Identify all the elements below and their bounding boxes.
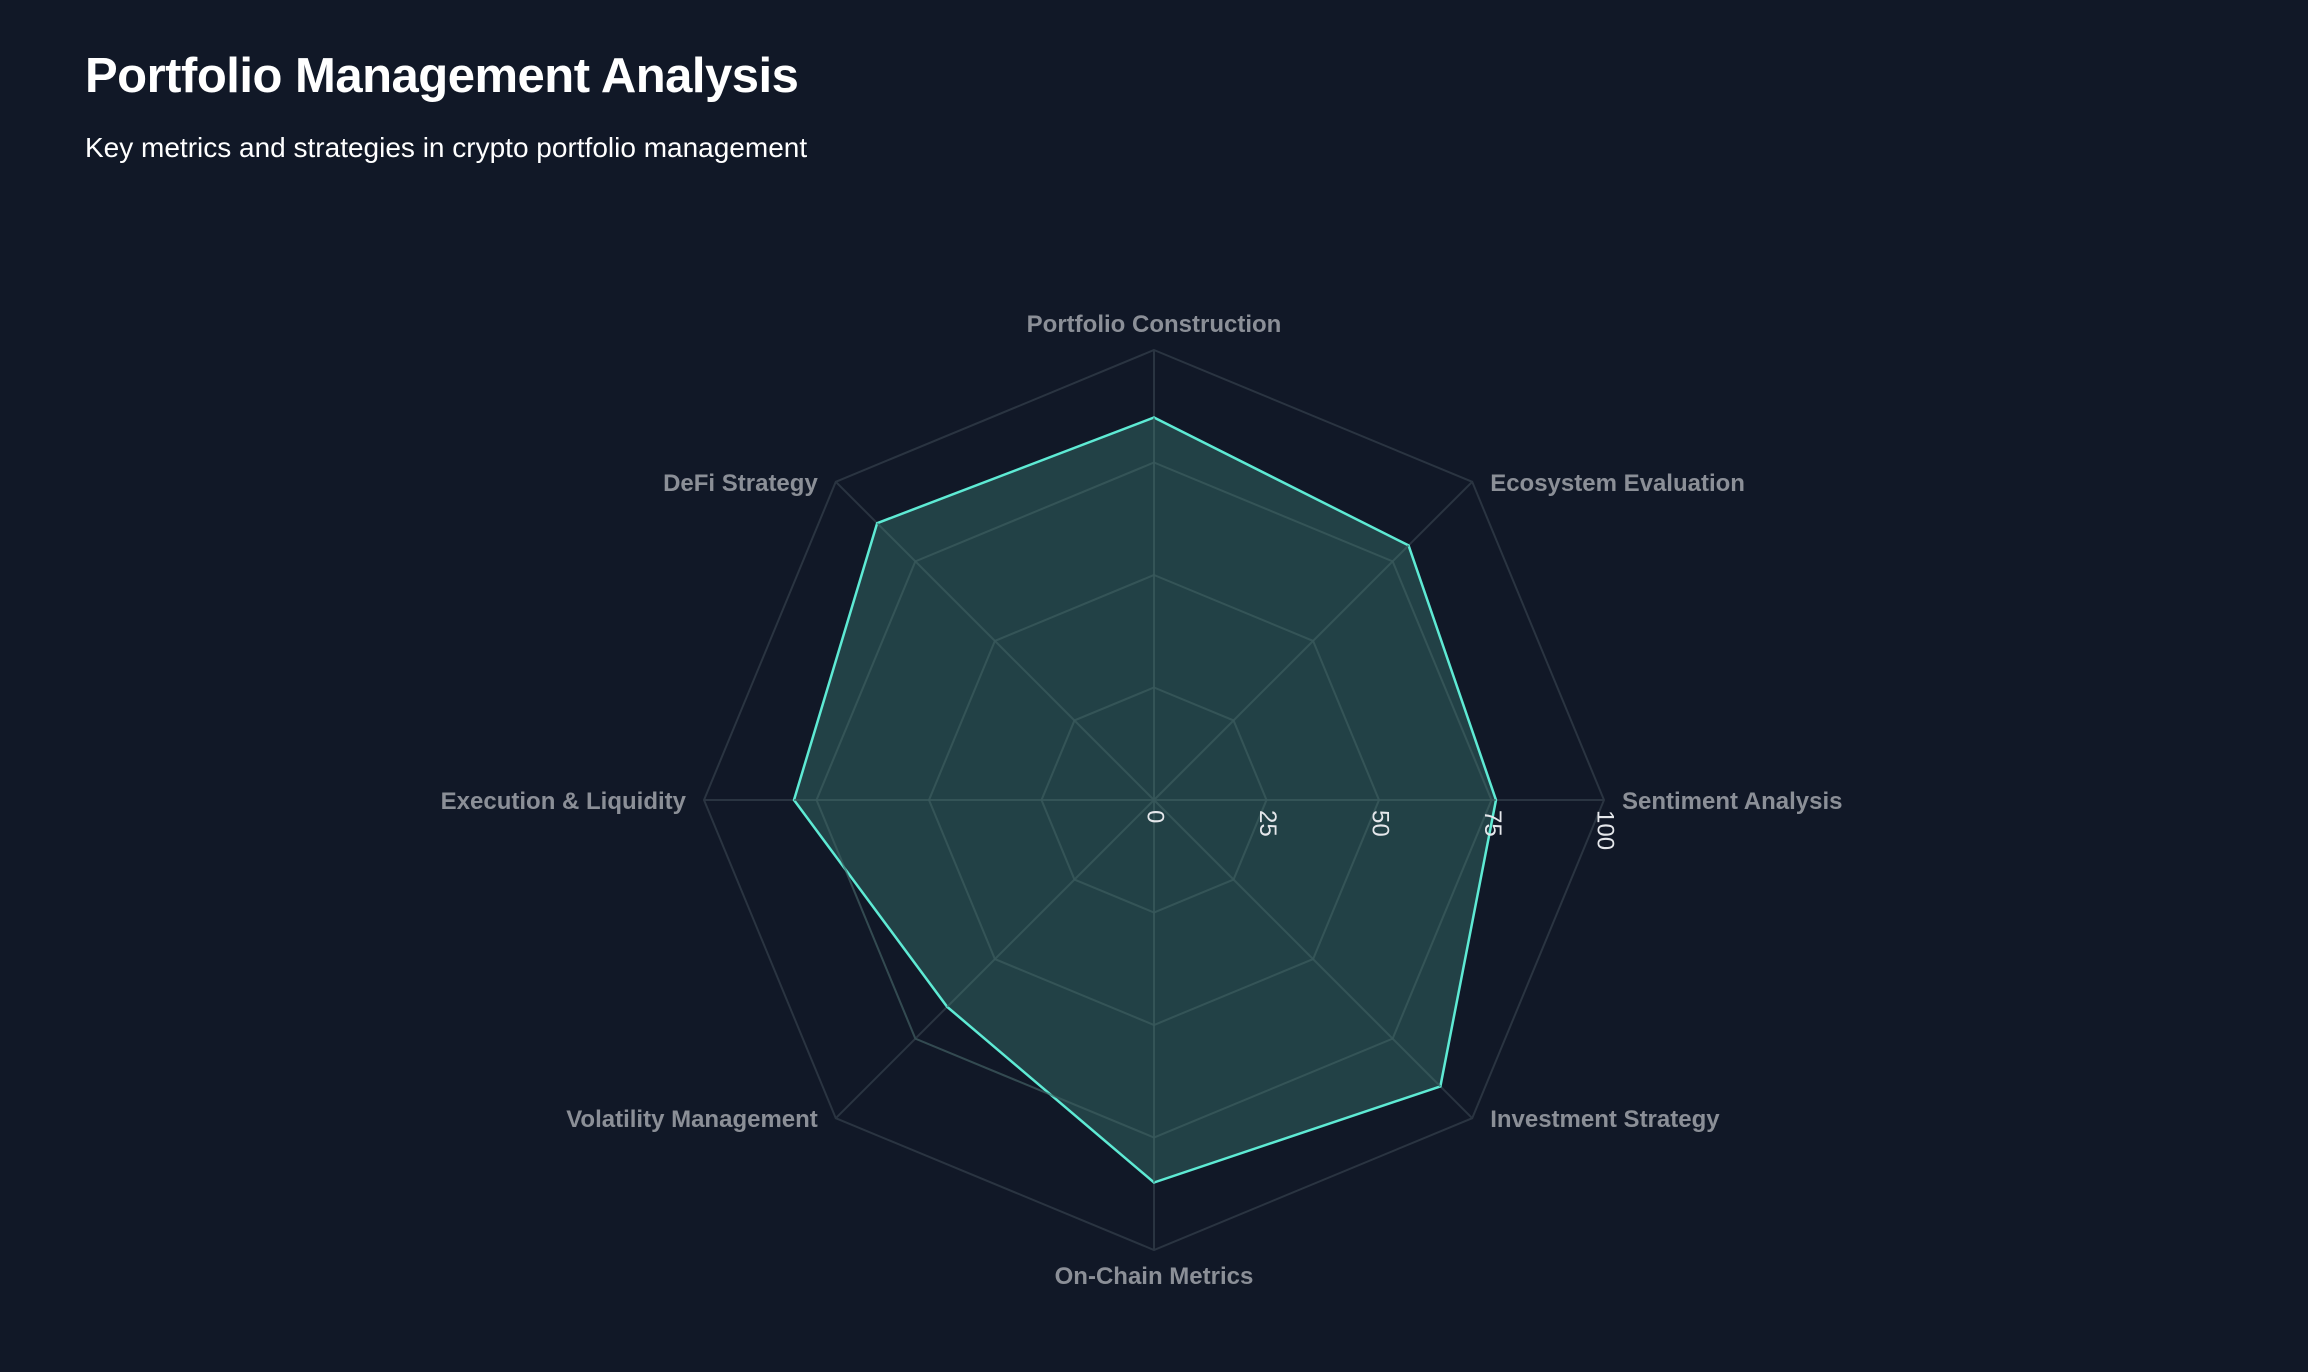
radar-series	[792, 416, 1498, 1184]
axis-label-6: Volatility Management	[566, 1106, 818, 1133]
chart-header: Portfolio Management Analysis Key metric…	[85, 48, 807, 164]
axis-label-3: Sentiment Analysis	[1622, 788, 1843, 815]
axis-label-4: Investment Strategy	[1490, 1106, 1720, 1133]
axis-label-8: DeFi Strategy	[663, 470, 818, 497]
axis-label-1: Portfolio Construction	[1027, 311, 1282, 338]
axis-label-7: Execution & Liquidity	[441, 788, 687, 815]
tick-label-50: 50	[1367, 810, 1394, 837]
tick-label-0: 0	[1142, 810, 1169, 823]
axis-label-5: On-Chain Metrics	[1055, 1263, 1254, 1290]
chart-title: Portfolio Management Analysis	[85, 49, 799, 103]
radar-tick-labels: 0 25 50 75 100	[1142, 810, 1619, 850]
grid-spoke-overlay-6	[946, 799, 1155, 1008]
tick-label-100: 100	[1592, 810, 1619, 850]
grid-spoke-overlay-4	[1153, 799, 1442, 1088]
radar-axis-labels: Portfolio Construction Ecosystem Evaluati…	[441, 311, 1843, 1290]
axis-label-2: Ecosystem Evaluation	[1490, 470, 1745, 497]
grid-spoke-overlay-8	[876, 522, 1155, 801]
chart-subtitle: Key metrics and strategies in crypto por…	[85, 132, 808, 163]
grid-spoke-overlay-2	[1153, 544, 1410, 801]
tick-label-25: 25	[1254, 810, 1281, 837]
tick-label-75: 75	[1479, 810, 1506, 837]
